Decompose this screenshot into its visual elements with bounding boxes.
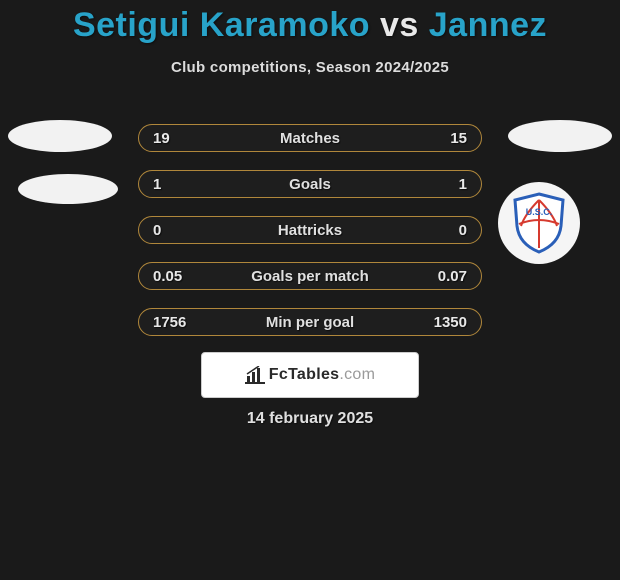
brand-name: FcTables <box>269 366 340 383</box>
stat-row-goals-per-match: 0.05 Goals per match 0.07 <box>138 262 482 290</box>
stat-label: Matches <box>280 130 340 147</box>
stats-container: 19 Matches 15 1 Goals 1 0 Hattricks 0 0.… <box>138 124 482 354</box>
chart-icon <box>245 366 265 384</box>
comparison-title: Setigui Karamoko vs Jannez <box>0 0 620 45</box>
stat-left-value: 19 <box>153 130 170 147</box>
stat-row-hattricks: 0 Hattricks 0 <box>138 216 482 244</box>
stat-row-min-per-goal: 1756 Min per goal 1350 <box>138 308 482 336</box>
player-1-name: Setigui Karamoko <box>73 6 370 44</box>
stat-label: Goals <box>289 176 331 193</box>
svg-text:U.S.C.: U.S.C. <box>526 207 553 217</box>
left-decorations <box>0 120 130 204</box>
stat-row-goals: 1 Goals 1 <box>138 170 482 198</box>
stat-right-value: 0.07 <box>438 268 467 285</box>
stat-label: Goals per match <box>251 268 369 285</box>
date-label: 14 february 2025 <box>0 410 620 428</box>
right-decorations: U.S.C. <box>490 120 620 264</box>
stat-left-value: 0.05 <box>153 268 182 285</box>
stat-right-value: 1350 <box>434 314 467 331</box>
stat-right-value: 0 <box>459 222 467 239</box>
brand-suffix: .com <box>339 366 375 383</box>
stat-left-value: 0 <box>153 222 161 239</box>
placeholder-ellipse <box>8 120 112 152</box>
stat-label: Hattricks <box>278 222 342 239</box>
placeholder-ellipse <box>508 120 612 152</box>
stat-left-value: 1756 <box>153 314 186 331</box>
brand-text: FcTables.com <box>269 366 375 384</box>
stat-right-value: 15 <box>450 130 467 147</box>
subtitle: Club competitions, Season 2024/2025 <box>0 59 620 76</box>
stat-right-value: 1 <box>459 176 467 193</box>
stat-left-value: 1 <box>153 176 161 193</box>
club-crest-icon: U.S.C. <box>498 182 580 264</box>
vs-separator: vs <box>380 6 419 44</box>
brand-link[interactable]: FcTables.com <box>201 352 419 398</box>
placeholder-ellipse <box>18 174 118 204</box>
player-2-name: Jannez <box>429 6 547 44</box>
stat-label: Min per goal <box>266 314 354 331</box>
stat-row-matches: 19 Matches 15 <box>138 124 482 152</box>
